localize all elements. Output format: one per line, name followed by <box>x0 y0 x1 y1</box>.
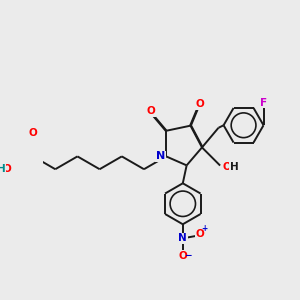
Text: H: H <box>0 164 6 174</box>
Text: N: N <box>156 152 165 161</box>
Text: −: − <box>184 251 192 260</box>
Text: O: O <box>146 106 155 116</box>
Text: F: F <box>260 98 267 108</box>
Text: O: O <box>223 162 232 172</box>
Text: O: O <box>29 128 38 138</box>
Text: O: O <box>3 164 11 174</box>
Text: H: H <box>230 162 239 172</box>
Text: O: O <box>196 230 204 239</box>
Text: O: O <box>195 99 204 109</box>
Text: +: + <box>201 224 208 233</box>
Text: N: N <box>178 233 187 243</box>
Text: O: O <box>178 251 187 261</box>
